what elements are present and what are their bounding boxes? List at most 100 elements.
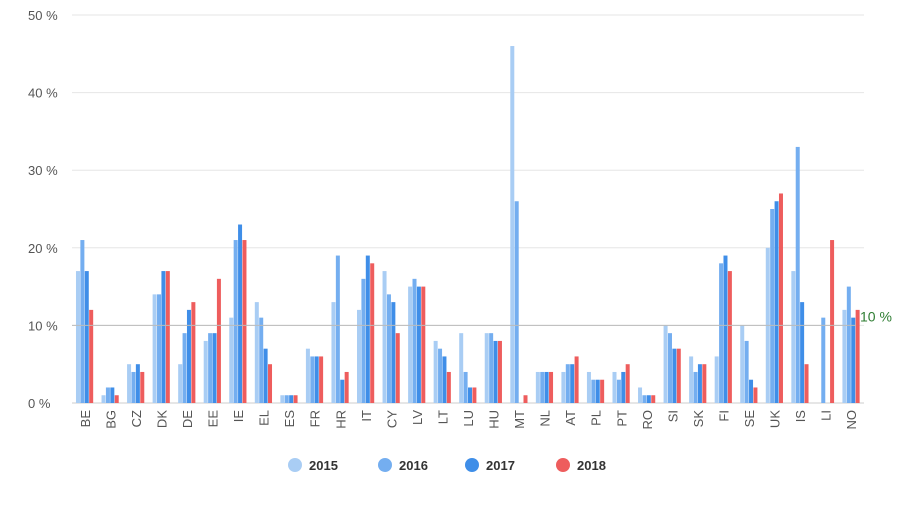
bar-AT-2015	[561, 371, 566, 403]
bar-RO-2015	[638, 387, 643, 403]
x-tick-label: PL	[589, 410, 604, 426]
bar-DE-2017	[186, 309, 191, 403]
bar-UK-2017	[774, 201, 779, 403]
bar-NO-2017	[851, 317, 856, 403]
bar-NL-2015	[535, 371, 540, 403]
legend-label-2015: 2015	[309, 458, 338, 473]
bar-PT-2015	[612, 371, 617, 403]
bar-AT-2018	[574, 356, 579, 403]
bar-NO-2016	[846, 286, 851, 403]
bar-BG-2015	[101, 395, 106, 403]
y-tick-label: 0 %	[28, 396, 51, 411]
y-tick-label: 50 %	[28, 8, 58, 23]
bar-HU-2016	[489, 333, 494, 403]
x-tick-label: ES	[282, 410, 297, 428]
y-tick-label: 10 %	[28, 318, 58, 333]
bar-EL-2015	[254, 302, 259, 403]
bar-LT-2018	[446, 371, 451, 403]
bar-DE-2015	[178, 364, 183, 403]
bar-LI-2016	[821, 317, 826, 403]
bar-HR-2015	[331, 302, 336, 403]
bar-FR-2016	[310, 356, 315, 403]
bar-RO-2018	[651, 395, 656, 403]
bar-IS-2017	[800, 302, 805, 403]
bar-PT-2017	[621, 371, 626, 403]
x-tick-label: IE	[231, 410, 246, 423]
bar-IS-2018	[804, 364, 809, 403]
x-axis-category-labels: BE BG CZ DK DE EE IE EL ES FR HR IT CY LV LT LU HU MT NL AT…	[78, 410, 859, 430]
bar-IT-2017	[365, 255, 370, 403]
bar-SI-2015	[663, 325, 668, 403]
legend-marker-2018	[556, 458, 570, 472]
bar-IE-2015	[229, 317, 234, 403]
x-tick-label: HR	[333, 410, 348, 429]
bar-ES-2015	[280, 395, 285, 403]
x-tick-label: EE	[206, 410, 221, 428]
x-tick-label: CZ	[129, 410, 144, 427]
bar-CZ-2016	[131, 371, 136, 403]
bar-AT-2017	[570, 364, 575, 403]
bar-IS-2015	[791, 271, 796, 403]
bar-LT-2015	[433, 340, 438, 403]
bar-FI-2016	[719, 263, 724, 403]
bar-CZ-2017	[135, 364, 140, 403]
bar-PL-2017	[595, 379, 600, 403]
bar-LT-2017	[442, 356, 447, 403]
reference-line-label: 10 %	[860, 308, 892, 324]
bar-MT-2015	[510, 46, 515, 403]
bar-NL-2016	[540, 371, 545, 403]
bar-EE-2017	[212, 333, 217, 403]
x-tick-label: SE	[742, 410, 757, 428]
bar-CZ-2018	[140, 371, 145, 403]
x-tick-label: IS	[793, 410, 808, 423]
bar-IE-2018	[242, 240, 247, 403]
bar-FR-2015	[305, 348, 310, 403]
y-tick-label: 40 %	[28, 86, 58, 101]
x-tick-label: LI	[819, 410, 834, 421]
bar-RO-2017	[646, 395, 651, 403]
bar-NL-2018	[549, 371, 554, 403]
x-tick-label: UK	[768, 410, 783, 428]
bar-SK-2016	[693, 371, 698, 403]
bar-CY-2017	[391, 302, 396, 403]
bar-DK-2018	[165, 271, 170, 403]
bar-FR-2017	[314, 356, 319, 403]
bar-LV-2015	[408, 286, 413, 403]
bar-CZ-2015	[127, 364, 132, 403]
bar-HU-2015	[484, 333, 489, 403]
x-tick-label: MT	[512, 410, 527, 429]
bar-FI-2015	[714, 356, 719, 403]
legend-label-2017: 2017	[486, 458, 515, 473]
bar-RO-2016	[642, 395, 647, 403]
x-tick-label: IT	[359, 410, 374, 422]
y-tick-label: 20 %	[28, 241, 58, 256]
bar-LV-2016	[412, 278, 417, 403]
bar-EE-2015	[203, 340, 208, 403]
legend-label-2018: 2018	[577, 458, 606, 473]
bar-HU-2018	[497, 340, 502, 403]
bar-EL-2017	[263, 348, 268, 403]
bar-BE-2018	[89, 309, 94, 403]
legend-marker-2015	[288, 458, 302, 472]
legend-marker-2016	[378, 458, 392, 472]
x-tick-label: LT	[435, 410, 450, 424]
reference-line-group: 10 %	[72, 308, 892, 326]
bar-CY-2016	[386, 294, 391, 403]
bar-LU-2015	[459, 333, 464, 403]
bar-CY-2018	[395, 333, 400, 403]
legend-label-2016: 2016	[399, 458, 428, 473]
bar-UK-2018	[778, 193, 783, 403]
legend: 2015 2016 2017 2018	[288, 458, 606, 473]
bar-EE-2016	[208, 333, 213, 403]
bar-LV-2018	[421, 286, 426, 403]
bar-BG-2016	[105, 387, 110, 403]
legend-marker-2017	[465, 458, 479, 472]
bar-DK-2016	[157, 294, 162, 403]
bar-NL-2017	[544, 371, 549, 403]
x-tick-label: RO	[640, 410, 655, 430]
bar-BE-2016	[80, 240, 85, 403]
bar-FI-2018	[727, 271, 732, 403]
bar-LI-2018	[830, 240, 835, 403]
bar-BE-2017	[84, 271, 89, 403]
x-tick-label: DE	[180, 410, 195, 428]
